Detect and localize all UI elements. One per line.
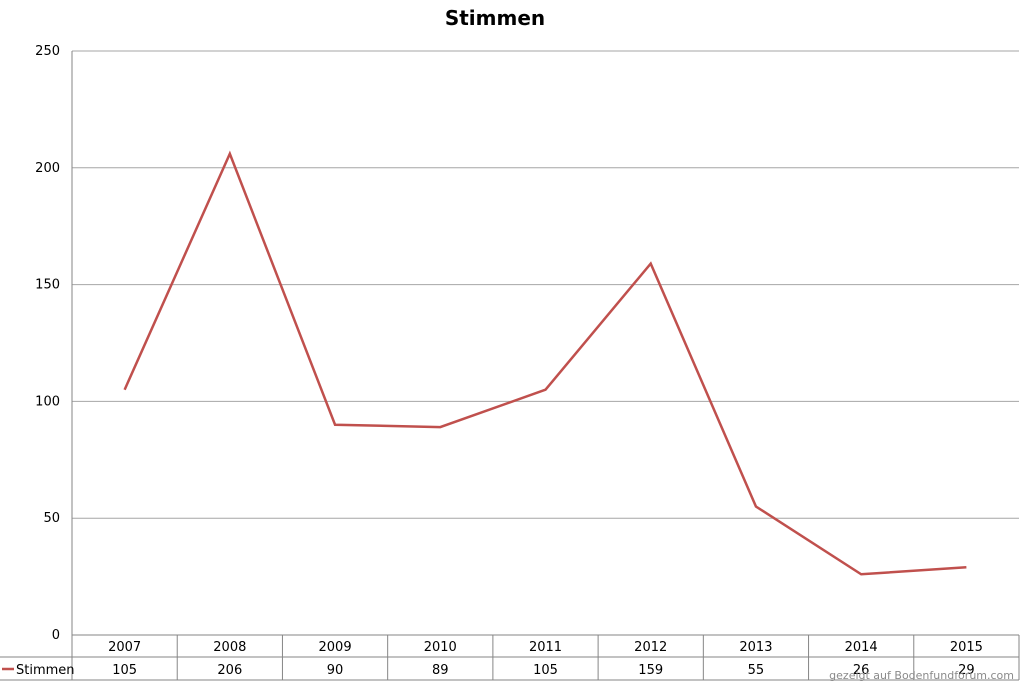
data-table: 2007 105 2008 206 2009 90 2010 89 2011 105 2012 159… xyxy=(0,634,1020,681)
series-line-stimmen xyxy=(123,150,967,576)
x-category-label: 2008 xyxy=(213,640,246,655)
y-tick-label: 0 xyxy=(52,628,60,643)
x-category-label: 2014 xyxy=(845,640,878,655)
x-category-label: 2013 xyxy=(739,640,772,655)
table-value-cell: 26 xyxy=(853,663,870,678)
y-tick-label: 200 xyxy=(35,161,60,176)
x-category-label: 2012 xyxy=(634,640,667,655)
y-axis: 0 50 100 150 200 250 xyxy=(35,44,73,680)
x-category-label: 2010 xyxy=(424,640,457,655)
table-value-cell: 90 xyxy=(327,663,344,678)
table-value-cell: 159 xyxy=(638,663,663,678)
table-value-cell: 55 xyxy=(748,663,765,678)
chart-title: Stimmen xyxy=(445,6,545,30)
x-category-label: 2009 xyxy=(319,640,352,655)
watermark-text: gezeigt auf Bodenfundforum.com xyxy=(829,669,1014,682)
table-value-cell: 105 xyxy=(533,663,558,678)
table-value-cell: 29 xyxy=(958,663,975,678)
x-category-label: 2007 xyxy=(108,640,141,655)
y-tick-label: 250 xyxy=(35,44,60,59)
table-value-cell: 89 xyxy=(432,663,449,678)
y-tick-label: 150 xyxy=(35,278,60,293)
x-category-label: 2015 xyxy=(950,640,983,655)
table-value-cell: 105 xyxy=(112,663,137,678)
x-category-label: 2011 xyxy=(529,640,562,655)
legend-series-label: Stimmen xyxy=(16,663,75,678)
series-layer xyxy=(123,150,967,576)
y-tick-label: 100 xyxy=(35,394,60,409)
table-value-cell: 206 xyxy=(217,663,242,678)
gridlines xyxy=(72,50,1019,519)
y-tick-label: 50 xyxy=(43,511,60,526)
